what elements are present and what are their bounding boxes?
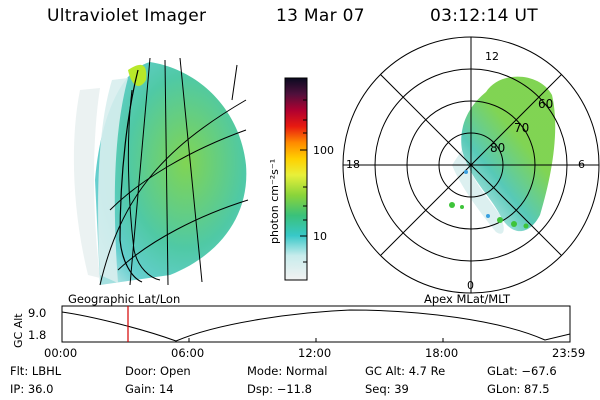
colorbar-tick-10: 10 bbox=[313, 230, 327, 243]
altitude-timeline bbox=[61, 305, 571, 343]
mlt-label-0: 0 bbox=[467, 279, 474, 292]
instrument-title: Ultraviolet Imager bbox=[47, 6, 207, 26]
time-tick-1800: 18:00 bbox=[425, 346, 459, 360]
info-door: Door: Open bbox=[125, 364, 191, 378]
info-gain: Gain: 14 bbox=[125, 382, 174, 396]
mlt-label-18: 18 bbox=[346, 158, 360, 171]
altitude-tick-high: 9.0 bbox=[28, 306, 47, 320]
altitude-axis-label: GC Alt bbox=[12, 313, 25, 348]
time-tick-0600: 06:00 bbox=[171, 346, 205, 360]
colorbar-ticks bbox=[300, 99, 307, 263]
apex-caption: Apex MLat/MLT bbox=[424, 292, 511, 306]
imagery-canvas: 100 10 12 18 6 0 60 70 80 bbox=[73, 36, 600, 294]
mlat-label-60: 60 bbox=[538, 97, 553, 111]
info-seq: Seq: 39 bbox=[365, 382, 409, 396]
geographic-image-panel bbox=[73, 57, 249, 286]
time-tick-0000: 00:00 bbox=[44, 346, 78, 360]
info-ip: IP: 36.0 bbox=[10, 382, 54, 396]
time-tick-1200: 12:00 bbox=[298, 346, 332, 360]
info-gc-alt: GC Alt: 4.7 Re bbox=[365, 364, 446, 378]
mlat-label-80: 80 bbox=[490, 141, 505, 155]
info-glat: GLat: −67.6 bbox=[487, 364, 557, 378]
geographic-caption: Geographic Lat/Lon bbox=[68, 292, 181, 306]
date-label: 13 Mar 07 bbox=[276, 6, 365, 26]
polar-plot bbox=[342, 36, 600, 294]
info-dsp: Dsp: −11.8 bbox=[247, 382, 312, 396]
colorbar-unit-label: photon cm⁻²s⁻¹ bbox=[268, 158, 281, 244]
colorbar bbox=[284, 77, 308, 281]
info-mode: Mode: Normal bbox=[247, 364, 328, 378]
mlt-label-12: 12 bbox=[485, 50, 499, 63]
altitude-tick-low: 1.8 bbox=[28, 328, 47, 342]
info-glon: GLon: 87.5 bbox=[487, 382, 550, 396]
mlt-label-6: 6 bbox=[578, 158, 585, 171]
time-label: 03:12:14 UT bbox=[430, 6, 538, 26]
time-tick-2359: 23:59 bbox=[552, 346, 586, 360]
info-filter: Flt: LBHL bbox=[10, 364, 62, 378]
mlat-label-70: 70 bbox=[514, 121, 529, 135]
colorbar-tick-100: 100 bbox=[313, 144, 334, 157]
